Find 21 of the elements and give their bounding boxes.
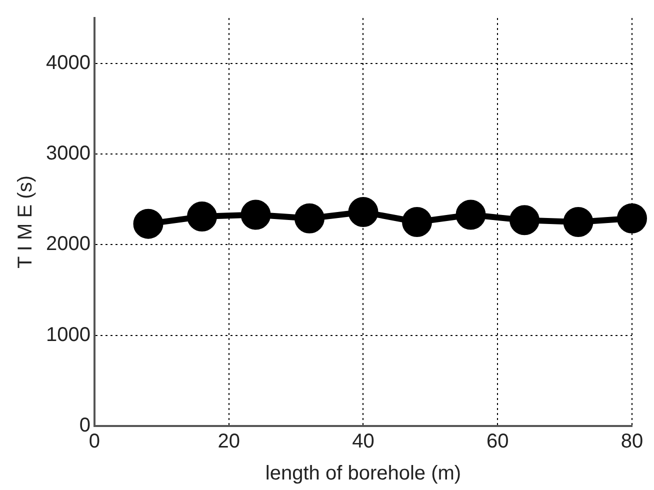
point bbox=[240, 200, 271, 230]
point bbox=[510, 205, 540, 236]
y-tick-label: 3000 bbox=[46, 142, 90, 165]
y-tick-label: 2000 bbox=[46, 233, 90, 256]
point bbox=[133, 208, 164, 239]
x-tick-label: 20 bbox=[218, 430, 240, 453]
point bbox=[563, 207, 594, 237]
y-axis-title: T I M E (s) bbox=[14, 176, 37, 268]
x-tick-label: 40 bbox=[352, 430, 374, 453]
x-tick-label: 80 bbox=[620, 430, 644, 453]
y-tick-label: 0 bbox=[79, 414, 90, 437]
x-tick-label: 60 bbox=[486, 430, 509, 453]
point bbox=[402, 207, 432, 237]
point bbox=[456, 200, 486, 230]
point bbox=[294, 203, 324, 234]
point bbox=[348, 197, 378, 228]
point bbox=[617, 203, 647, 234]
x-axis-title: length of borehole (m) bbox=[265, 462, 462, 485]
point bbox=[186, 202, 217, 232]
y-tick-label: 4000 bbox=[46, 52, 90, 74]
y-tick-label: 1000 bbox=[46, 324, 90, 346]
